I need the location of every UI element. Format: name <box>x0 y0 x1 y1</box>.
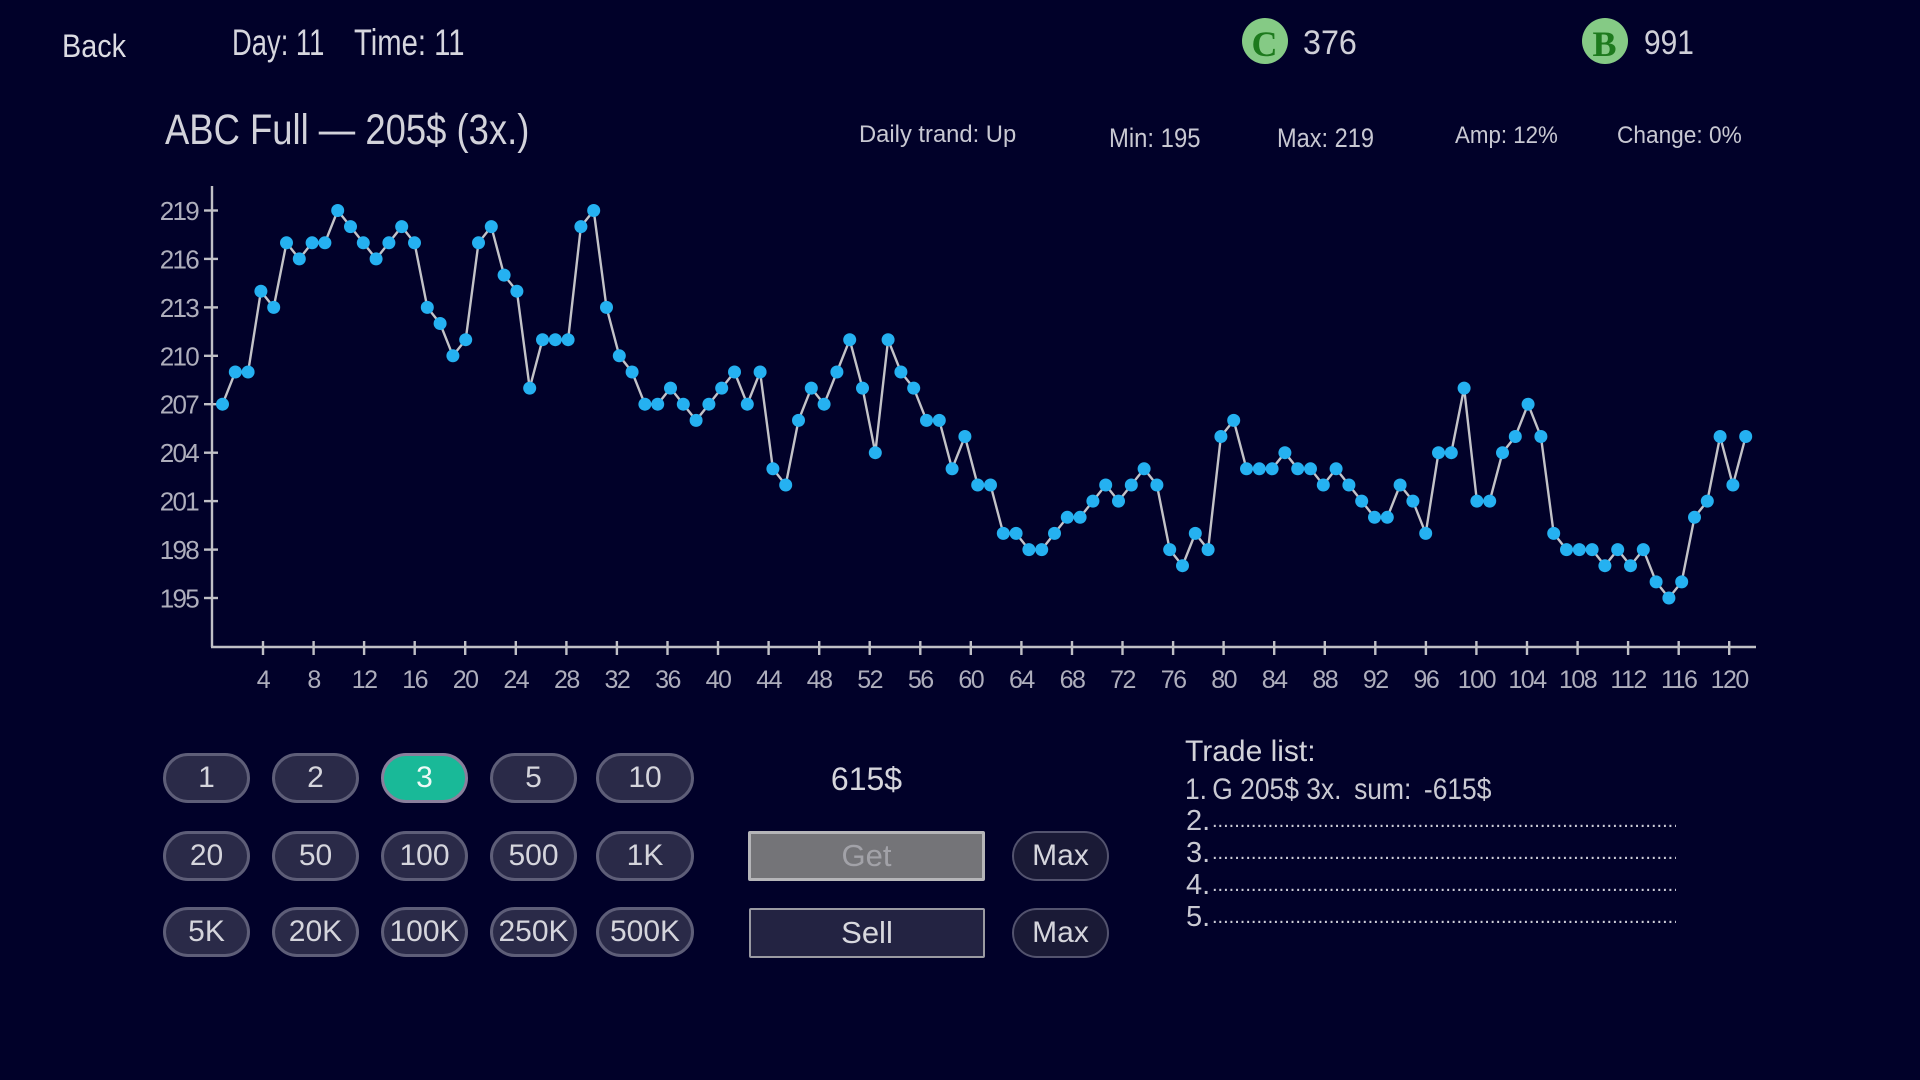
svg-text:12: 12 <box>352 666 377 694</box>
svg-text:112: 112 <box>1610 666 1646 694</box>
svg-text:24: 24 <box>503 666 529 694</box>
svg-text:120: 120 <box>1711 666 1749 694</box>
svg-text:88: 88 <box>1312 666 1337 694</box>
svg-text:198: 198 <box>160 535 200 565</box>
svg-text:68: 68 <box>1060 666 1085 694</box>
svg-text:195: 195 <box>160 584 200 614</box>
svg-text:84: 84 <box>1262 666 1288 694</box>
svg-text:213: 213 <box>160 293 200 323</box>
svg-text:92: 92 <box>1363 666 1388 694</box>
svg-text:20: 20 <box>453 666 478 694</box>
svg-text:116: 116 <box>1661 666 1697 694</box>
svg-text:100: 100 <box>1458 666 1496 694</box>
svg-text:32: 32 <box>604 666 629 694</box>
svg-text:4: 4 <box>257 666 271 694</box>
svg-text:207: 207 <box>160 390 200 420</box>
svg-text:219: 219 <box>160 196 200 226</box>
svg-text:216: 216 <box>160 244 200 274</box>
svg-text:96: 96 <box>1413 666 1438 694</box>
svg-text:52: 52 <box>857 666 882 694</box>
svg-text:56: 56 <box>908 666 933 694</box>
svg-text:16: 16 <box>402 666 427 694</box>
svg-text:108: 108 <box>1559 666 1597 694</box>
svg-text:44: 44 <box>756 666 782 694</box>
svg-text:204: 204 <box>160 438 200 468</box>
svg-text:104: 104 <box>1508 666 1547 694</box>
svg-text:64: 64 <box>1009 666 1035 694</box>
svg-text:28: 28 <box>554 666 579 694</box>
svg-text:60: 60 <box>958 666 983 694</box>
svg-text:40: 40 <box>706 666 731 694</box>
svg-text:210: 210 <box>160 341 200 371</box>
svg-text:72: 72 <box>1110 666 1135 694</box>
svg-text:201: 201 <box>160 487 200 517</box>
svg-text:80: 80 <box>1211 666 1236 694</box>
svg-text:76: 76 <box>1161 666 1186 694</box>
svg-text:36: 36 <box>655 666 680 694</box>
svg-text:48: 48 <box>807 666 832 694</box>
svg-text:8: 8 <box>307 666 320 694</box>
